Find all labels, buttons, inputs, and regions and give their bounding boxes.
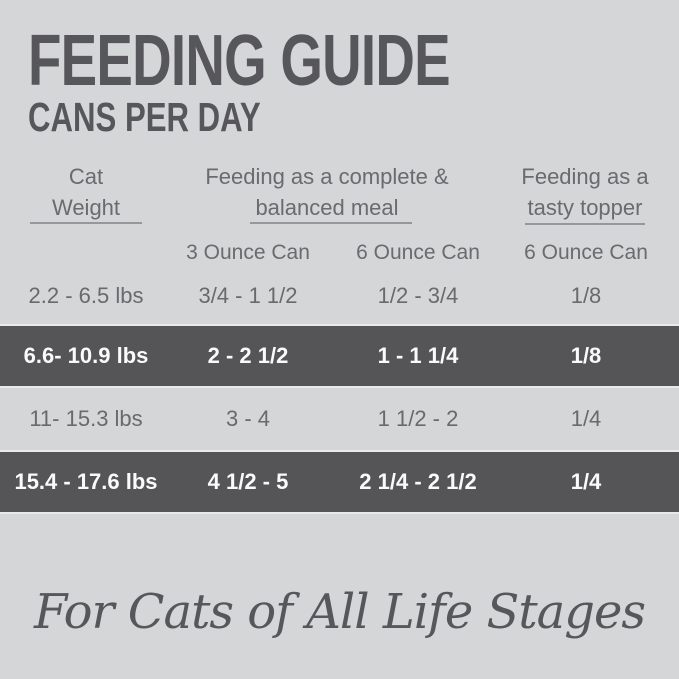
- cell-meal-6oz: 1 - 1 1/4: [377, 343, 459, 368]
- page-title: FEEDING GUIDE: [28, 21, 451, 101]
- tasty-topper-underline: [525, 223, 645, 225]
- table-row: 11- 15.3 lbs 3 - 4 1 1/2 - 2 1/4: [0, 386, 679, 452]
- subheader-3-ounce-can: 3 Ounce Can: [186, 241, 310, 264]
- column-header-line: Feeding as a complete &: [205, 164, 449, 189]
- column-header-line: Feeding as a: [521, 164, 649, 189]
- cat-weight-underline: [30, 222, 142, 224]
- page-subtitle: CANS PER DAY: [28, 94, 261, 140]
- cell-topper-6oz: 1/4: [570, 469, 602, 494]
- subheader-6-ounce-can-topper: 6 Ounce Can: [524, 241, 648, 264]
- cell-meal-3oz: 3/4 - 1 1/2: [198, 283, 298, 308]
- table-row-highlighted: 6.6- 10.9 lbs 2 - 2 1/2 1 - 1 1/4 1/8: [0, 326, 679, 386]
- cell-topper-6oz: 1/8: [570, 343, 602, 368]
- column-header-line: tasty topper: [527, 195, 643, 220]
- cell-meal-3oz: 2 - 2 1/2: [207, 343, 289, 368]
- cell-meal-3oz: 4 1/2 - 5: [207, 469, 289, 494]
- tagline-script: For Cats of All Life Stages: [33, 584, 646, 640]
- cell-weight: 6.6- 10.9 lbs: [23, 343, 149, 368]
- column-header-line: Weight: [51, 195, 121, 220]
- column-header-line: Cat: [68, 164, 104, 189]
- table-row: 2.2 - 6.5 lbs 3/4 - 1 1/2 1/2 - 3/4 1/8: [0, 266, 679, 326]
- cell-meal-6oz: 2 1/4 - 2 1/2: [359, 469, 477, 494]
- table-row-highlighted: 15.4 - 17.6 lbs 4 1/2 - 5 2 1/4 - 2 1/2 …: [0, 452, 679, 512]
- balanced-meal-underline: [250, 222, 412, 224]
- cell-topper-6oz: 1/4: [570, 406, 602, 431]
- column-header-cat-weight: Cat Weight: [6, 161, 166, 223]
- cell-topper-6oz: 1/8: [570, 283, 602, 308]
- cell-meal-3oz: 3 - 4: [225, 406, 271, 431]
- column-header-complete-meal: Feeding as a complete & balanced meal: [167, 161, 487, 223]
- cell-meal-6oz: 1/2 - 3/4: [377, 283, 459, 308]
- column-header-line: balanced meal: [255, 195, 399, 220]
- cell-meal-6oz: 1 1/2 - 2: [377, 406, 459, 431]
- cell-weight: 11- 15.3 lbs: [29, 406, 143, 431]
- cell-weight: 2.2 - 6.5 lbs: [28, 283, 144, 308]
- column-header-tasty-topper: Feeding as a tasty topper: [503, 161, 667, 223]
- cell-weight: 15.4 - 17.6 lbs: [14, 469, 158, 494]
- subheader-6-ounce-can-meal: 6 Ounce Can: [356, 241, 480, 264]
